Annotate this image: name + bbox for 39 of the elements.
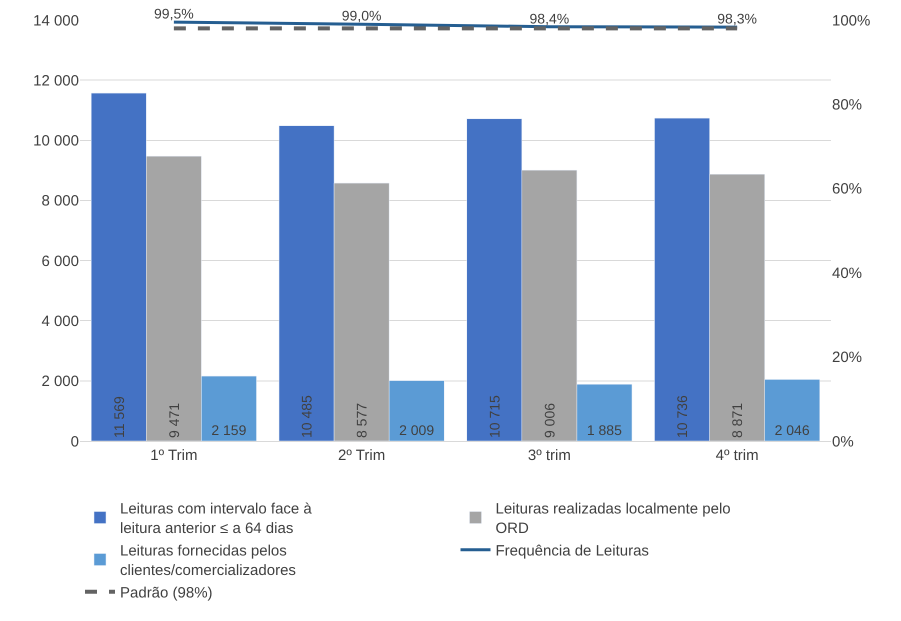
x-tick-label: 1º Trim xyxy=(150,447,198,464)
y-tick-label: 12 000 xyxy=(33,72,79,90)
data-label: 10 736 xyxy=(674,394,690,438)
y2-tick-label: 80% xyxy=(832,96,862,114)
y2-tick-label: 60% xyxy=(832,180,862,198)
data-label: 2 159 xyxy=(211,422,247,438)
data-label: 9 006 xyxy=(541,402,558,438)
x-tick-label: 2º Trim xyxy=(338,447,386,464)
y-tick-label: 6 000 xyxy=(41,252,79,270)
legend-label: Leituras com intervalo face à leitura anterior ≤ a 64 dias xyxy=(120,500,312,538)
data-label: 99,5% xyxy=(154,6,194,22)
y-tick-label: 4 000 xyxy=(41,312,79,330)
legend-label: Leituras fornecidas pelos clientes/comercializadores xyxy=(120,542,296,580)
legend-label: Padrão (98%) xyxy=(120,584,213,602)
data-label: 10 485 xyxy=(298,394,315,438)
data-label: 98,3% xyxy=(717,10,757,27)
y-tick-label: 14 000 xyxy=(33,12,79,30)
data-label: 99,0% xyxy=(342,8,382,24)
y2-tick-label: 20% xyxy=(832,349,862,366)
x-tick-label: 3º trim xyxy=(528,447,571,464)
data-label: 8 577 xyxy=(354,402,370,438)
data-label: 9 471 xyxy=(166,402,182,438)
y-tick-label: 8 000 xyxy=(41,192,79,210)
data-label: 10 715 xyxy=(486,394,502,438)
data-label: 11 569 xyxy=(110,396,127,438)
data-label: 2 046 xyxy=(774,422,810,438)
data-label: 8 871 xyxy=(729,402,746,438)
y2-tick-label: 40% xyxy=(832,264,862,282)
y2-tick-label: 0% xyxy=(832,433,854,450)
x-tick-label: 4º trim xyxy=(716,447,759,464)
data-label: 98,4% xyxy=(530,10,570,26)
y-tick-label: 10 000 xyxy=(33,132,79,150)
y-tick-label: 2 000 xyxy=(41,373,79,390)
legend-label: Frequência de Leituras xyxy=(496,542,649,560)
y2-tick-label: 100% xyxy=(832,12,870,30)
data-label: 1 885 xyxy=(586,422,622,438)
data-label: 2 009 xyxy=(399,422,434,438)
legend-label: Leituras realizadas localmente pelo ORD xyxy=(496,500,731,538)
y-tick-label: 0 xyxy=(70,433,79,450)
